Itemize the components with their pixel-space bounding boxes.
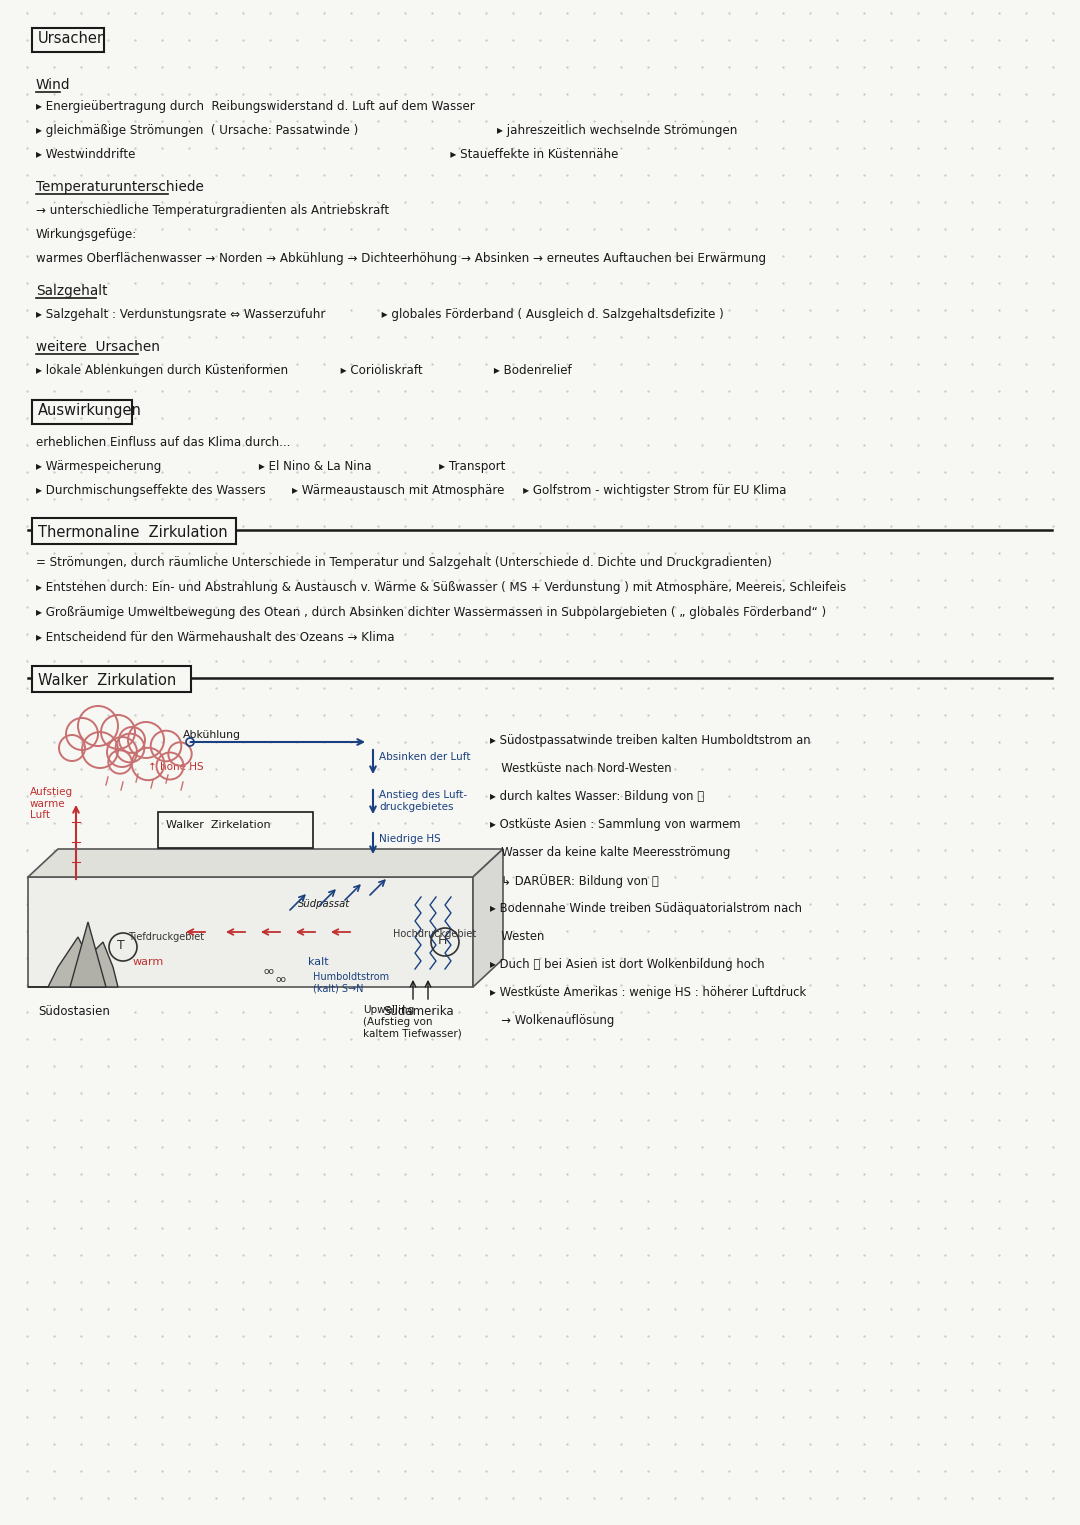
Text: Abkühlung: Abkühlung [183,730,241,740]
Text: Thermonaline  Zirkulation: Thermonaline Zirkulation [38,525,228,540]
Text: ▸ Westwinddrifte                                                                : ▸ Westwinddrifte [36,148,619,162]
Text: ▸ Südostpassatwinde treiben kalten Humboldtstrom an: ▸ Südostpassatwinde treiben kalten Humbo… [490,734,811,747]
Polygon shape [28,936,118,987]
Text: ▸ Großräumige Umweltbewegung des Otean , durch Absinken dichter Wassermassen in : ▸ Großräumige Umweltbewegung des Otean ,… [36,605,826,619]
Text: H: H [438,933,447,947]
Text: ▸ Energieübertragung durch  Reibungswiderstand d. Luft auf dem Wasser: ▸ Energieübertragung durch Reibungswider… [36,101,475,113]
Text: warm: warm [133,958,164,967]
Text: ▸ Durchmischungseffekte des Wassers       ▸ Wärmeaustausch mit Atmosphäre     ▸ : ▸ Durchmischungseffekte des Wassers ▸ Wä… [36,483,786,497]
Text: Südpassat: Südpassat [298,900,350,909]
Text: Niedrige HS: Niedrige HS [379,834,441,843]
Text: ▸ Ostküste Asien : Sammlung von warmem: ▸ Ostküste Asien : Sammlung von warmem [490,817,741,831]
Text: weitere  Ursachen: weitere Ursachen [36,340,160,354]
Text: → unterschiedliche Temperaturgradienten als Antriebskraft: → unterschiedliche Temperaturgradienten … [36,204,389,217]
Polygon shape [28,877,473,987]
Text: Salzgehalt: Salzgehalt [36,284,108,297]
Text: = Strömungen, durch räumliche Unterschiede in Temperatur und Salzgehalt (Untersc: = Strömungen, durch räumliche Unterschie… [36,557,772,569]
Text: Westküste nach Nord-Westen: Westküste nach Nord-Westen [490,762,672,775]
Bar [32,518,235,544]
Text: Westen: Westen [490,930,544,942]
Text: Wasser da keine kalte Meeresströmung: Wasser da keine kalte Meeresströmung [490,846,730,859]
Text: Wind: Wind [36,78,70,92]
Text: Anstieg des Luft-
druckgebietes: Anstieg des Luft- druckgebietes [379,790,468,811]
Text: Wirkungsgefüge:: Wirkungsgefüge: [36,229,137,241]
Text: oo: oo [276,974,287,984]
Text: Humboldtstrom
(kalt) S→N: Humboldtstrom (kalt) S→N [313,971,389,994]
Text: Temperaturunterschiede: Temperaturunterschiede [36,180,204,194]
Text: Südamerika: Südamerika [383,1005,454,1019]
Text: ▸ Salzgehalt : Verdunstungsrate ⇔ Wasserzufuhr               ▸ globales Förderba: ▸ Salzgehalt : Verdunstungsrate ⇔ Wasser… [36,308,724,320]
Text: Aufstieg
warme
Luft: Aufstieg warme Luft [30,787,73,820]
Text: Walker  Zirkulation: Walker Zirkulation [38,673,176,688]
Bar [32,400,133,424]
Bar [32,666,190,692]
Text: ▸ Duch Ⓣ bei Asien ist dort Wolkenbildung hoch: ▸ Duch Ⓣ bei Asien ist dort Wolkenbildun… [490,958,765,971]
Text: T: T [117,939,125,952]
Text: Ursachen: Ursachen [38,30,107,46]
Text: ▸ lokale Ablenkungen durch Küstenformen              ▸ Corioliskraft            : ▸ lokale Ablenkungen durch Küstenformen … [36,364,571,377]
Text: ↑ hone HS: ↑ hone HS [148,762,204,772]
Text: Hochdruckgebiet: Hochdruckgebiet [393,929,476,939]
Text: Auswirkungen: Auswirkungen [38,403,141,418]
Text: → Wolkenauflösung: → Wolkenauflösung [490,1014,615,1026]
Text: Upwelling
(Aufstieg von
kaltem Tiefwasser): Upwelling (Aufstieg von kaltem Tiefwasse… [363,1005,462,1039]
Text: Walker  Zirkelation: Walker Zirkelation [166,820,271,830]
Text: Absinken der Luft: Absinken der Luft [379,752,471,762]
Text: ↳ DARÜBER: Bildung von Ⓣ: ↳ DARÜBER: Bildung von Ⓣ [490,874,659,888]
Text: Tiefdruckgebiet: Tiefdruckgebiet [129,932,204,942]
Polygon shape [70,923,106,987]
Text: Südostasien: Südostasien [38,1005,110,1019]
Polygon shape [473,849,503,987]
Text: warmes Oberflächenwasser → Norden → Abkühlung → Dichteerhöhung → Absinken → erne: warmes Oberflächenwasser → Norden → Abkü… [36,252,766,265]
Text: ▸ Entstehen durch: Ein- und Abstrahlung & Austausch v. Wärme & Süßwasser ( MS + : ▸ Entstehen durch: Ein- und Abstrahlung … [36,581,847,595]
Text: ▸ Westküste Amerikas : wenige HS : höherer Luftdruck: ▸ Westküste Amerikas : wenige HS : höher… [490,987,807,999]
Text: ▸ gleichmäßige Strömungen  ( Ursache: Passatwinde )                             : ▸ gleichmäßige Strömungen ( Ursache: Pas… [36,124,738,137]
Text: kalt: kalt [308,958,328,967]
Text: ▸ Bodennahe Winde treiben Südäquatorialstrom nach: ▸ Bodennahe Winde treiben Südäquatorials… [490,901,802,915]
Text: ▸ Entscheidend für den Wärmehaushalt des Ozeans → Klima: ▸ Entscheidend für den Wärmehaushalt des… [36,631,394,644]
Text: ▸ Wärmespeicherung                          ▸ El Nino & La Nina                 : ▸ Wärmespeicherung ▸ El Nino & La Nina [36,461,505,473]
Polygon shape [28,849,503,877]
Text: erheblichen Einfluss auf das Klima durch...: erheblichen Einfluss auf das Klima durch… [36,436,291,448]
Text: oo: oo [264,967,274,976]
Text: ▸ durch kaltes Wasser: Bildung von ⓗ: ▸ durch kaltes Wasser: Bildung von ⓗ [490,790,704,804]
Bar [32,27,104,52]
Bar [158,811,313,848]
